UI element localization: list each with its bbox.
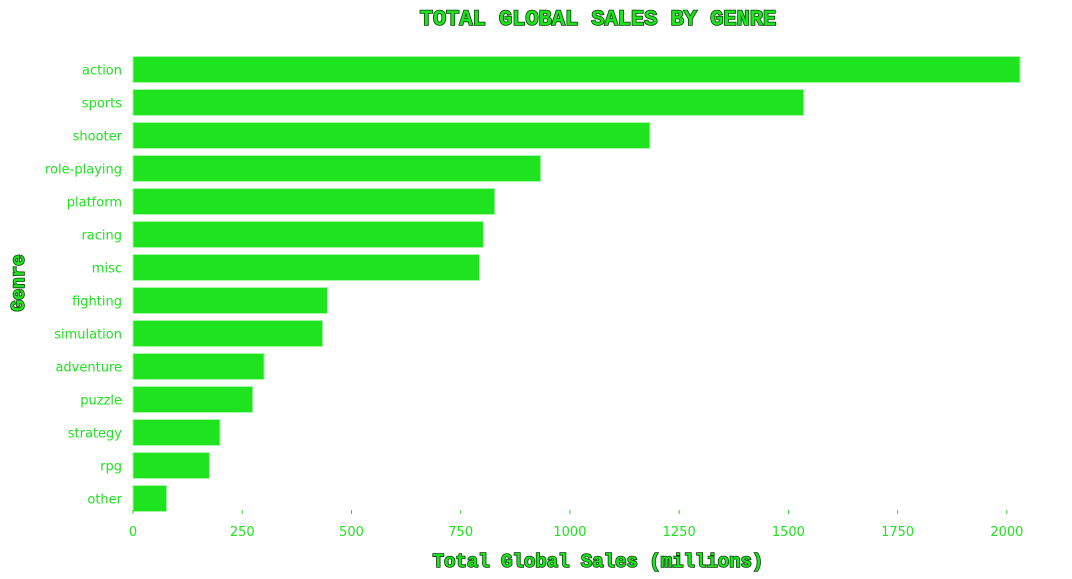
bar-rpg [132,452,210,479]
y-axis-label: Genre [8,254,30,311]
bar-shooter [132,122,651,149]
bar-role-playing [132,155,542,182]
y-tick-label: strategy [68,427,123,442]
bar-strategy [132,419,221,446]
y-tick-label: role-playing [45,163,122,178]
y-tick-label: platform [67,196,122,211]
y-tick-label: sports [82,97,122,112]
x-tick-label: 2000 [990,525,1023,540]
x-tick-label: 750 [448,525,473,540]
y-tick-label: other [87,493,122,508]
y-tick-label: shooter [73,130,123,145]
y-tick-label: misc [92,262,122,277]
x-axis-label: Total Global Sales (millions) [433,551,764,573]
bar-fighting [132,287,328,314]
y-tick-label: puzzle [80,394,122,409]
y-tick-labels: action sports shooter role-playing platform r… [45,64,123,508]
bar-platform [132,188,496,215]
x-ticks: 0 250 500 750 1000 1250 1500 1750 2000 [129,510,1023,540]
x-tick-label: 0 [129,525,137,540]
y-tick-label: fighting [72,295,122,310]
y-tick-label: simulation [54,328,122,343]
bars-group [132,56,1021,512]
bar-action [132,56,1021,83]
x-tick-label: 1750 [881,525,914,540]
chart-title: TOTAL GLOBAL SALES BY GENRE [420,7,776,32]
y-tick-label: racing [81,229,122,244]
y-tick-label: rpg [100,460,122,475]
bar-simulation [132,320,324,347]
bar-sports [132,89,805,116]
x-tick-label: 1000 [553,525,586,540]
bar-misc [132,254,480,281]
bar-racing [132,221,484,248]
y-tick-label: action [82,64,122,79]
bar-other [132,485,168,512]
y-tick-label: adventure [55,361,122,376]
x-tick-label: 250 [230,525,255,540]
bar-adventure [132,353,265,380]
x-tick-label: 500 [339,525,364,540]
x-tick-label: 1500 [772,525,805,540]
bar-puzzle [132,386,254,413]
x-tick-label: 1250 [663,525,696,540]
